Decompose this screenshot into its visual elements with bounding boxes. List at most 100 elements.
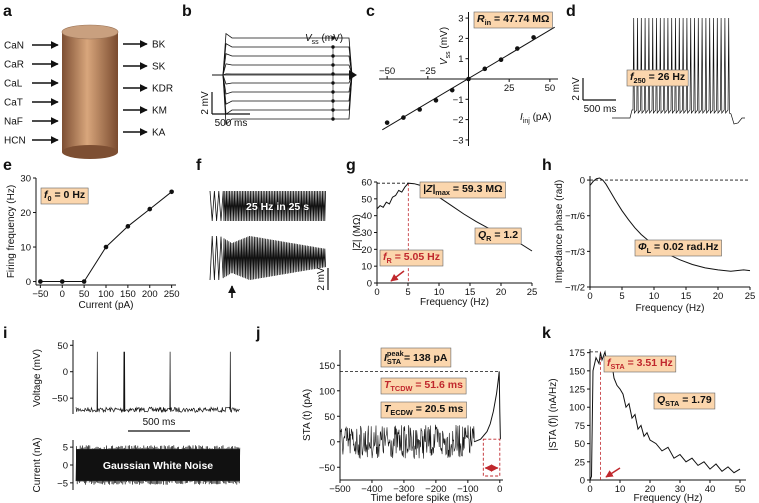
- rate-label-sub: 250: [634, 76, 646, 85]
- y-axis-label-rest: (mV): [439, 27, 450, 51]
- data-point: [38, 279, 43, 284]
- annotation-sub: ECDW: [390, 408, 413, 417]
- chirp-label: 25 Hz in 25 s: [246, 201, 309, 213]
- x-axis-label: Iinj (pA): [520, 112, 551, 125]
- y-tick-label: −π/2: [565, 283, 585, 294]
- output-label: SK: [152, 62, 166, 73]
- annotation-rest: = 0.02 rad.Hz: [651, 241, 718, 253]
- y-tick-label: 100: [569, 403, 585, 414]
- annotation-rest: = 0 Hz: [52, 189, 86, 201]
- x-axis-label: Frequency (Hz): [420, 297, 489, 308]
- annotation-main: f: [607, 357, 612, 369]
- annotation: |Z|max = 59.3 MΩ: [423, 183, 503, 197]
- vss-dot: [331, 117, 335, 121]
- annotation-sub: R: [387, 256, 393, 265]
- annotation-sub: 0: [48, 194, 52, 203]
- x-tick-label: 20: [496, 287, 507, 298]
- y-tick-label: 175: [569, 348, 585, 359]
- x-tick-label: −50: [32, 289, 48, 300]
- y-tick-label: 0: [26, 277, 31, 288]
- data-line: [589, 349, 741, 481]
- cylinder-top: [61, 24, 119, 40]
- cylinder-bottom: [62, 145, 118, 159]
- input-label: HCN: [4, 136, 26, 147]
- annotation-rest: = 1.79: [679, 394, 712, 406]
- annotation-box: [603, 355, 677, 373]
- annotation-rest: = 5.05 Hz: [392, 251, 440, 263]
- annotation-box: [419, 181, 506, 199]
- annotation-main: R: [477, 13, 485, 25]
- chirp-trace: [209, 190, 326, 222]
- y-tick-label: −2: [453, 115, 464, 126]
- y-tick-label: 50: [574, 439, 585, 450]
- y-tick-label: 30: [20, 174, 31, 185]
- x-tick-label: 25: [527, 287, 538, 298]
- sta-noise: [339, 424, 475, 459]
- annotation: Rin = 47.74 MΩ: [477, 13, 549, 27]
- data-point: [498, 57, 504, 63]
- y-axis-label-sub: ss: [445, 51, 452, 59]
- x-tick-label: −200: [425, 484, 446, 495]
- data-point: [59, 279, 65, 284]
- y-tick-label: 0: [330, 437, 335, 448]
- data-point: [81, 279, 87, 284]
- data-point: [515, 46, 520, 51]
- x-tick-label: 50: [545, 83, 556, 94]
- y-tick-label: −π/3: [565, 247, 585, 258]
- x-axis-label-rest: (pA): [530, 112, 552, 123]
- scale-label: 2 mV: [571, 77, 582, 101]
- x-tick-label: 15: [681, 291, 692, 302]
- rate-label-main: f: [630, 71, 635, 83]
- x-tick-label: 30: [675, 484, 686, 495]
- annotation-box: [474, 227, 522, 245]
- data-point: [401, 115, 406, 120]
- y-tick-label: 0: [63, 367, 68, 378]
- y-tick-label: 50: [361, 194, 372, 205]
- step-trace: [212, 42, 356, 76]
- y-tick-label: 20: [361, 245, 372, 256]
- vss-label-rest: (mV): [319, 33, 343, 44]
- annotation-sub: R: [486, 234, 492, 243]
- panel-label: j: [255, 325, 260, 342]
- vss-label-main: V: [305, 33, 313, 44]
- x-tick-label: 0: [374, 287, 379, 298]
- x-tick-label: −300: [393, 484, 414, 495]
- tcdw-window: [482, 438, 501, 477]
- y-axis-label: |STA (f)| (nA/Hz): [548, 378, 559, 450]
- data-line: [589, 177, 751, 272]
- y-axis-label: Current (nA): [32, 437, 43, 492]
- noise-label: Gaussian White Noise: [103, 460, 213, 472]
- x-tick-label: −400: [361, 484, 382, 495]
- annotation-box: [380, 401, 467, 419]
- y-tick-label: 150: [569, 366, 585, 377]
- vss-dot: [331, 54, 335, 58]
- y-tick-label: 60: [361, 178, 372, 189]
- panel-label: a: [3, 3, 12, 20]
- vss-dot: [331, 63, 335, 67]
- y-axis-label: STA (t) (pA): [302, 389, 313, 441]
- x-tick-label: −25: [420, 66, 436, 77]
- annotation-sub: max: [435, 188, 451, 197]
- annotation-box: [473, 11, 553, 29]
- y-tick-label: 0: [63, 461, 68, 472]
- x-axis-label: Current (pA): [78, 300, 133, 311]
- x-tick-label: 0: [60, 289, 65, 300]
- annotation-sub: in: [485, 18, 492, 27]
- y-tick-label: 100: [319, 386, 335, 397]
- data-line: [376, 182, 533, 252]
- annotation: fSTA = 3.51 Hz: [607, 357, 673, 371]
- vss-dot: [331, 45, 335, 49]
- data-point: [449, 87, 455, 93]
- noise-fill: [76, 449, 240, 481]
- data-point: [531, 35, 536, 40]
- y-tick-label: 50: [324, 412, 335, 423]
- annotation-sub: L: [647, 246, 652, 255]
- y-axis-label-main: V: [439, 57, 450, 65]
- x-tick-label: 15: [465, 287, 476, 298]
- y-tick-label: 50: [57, 341, 68, 352]
- y-tick-label: 150: [319, 361, 335, 372]
- annotation-sub: STA: [665, 399, 680, 408]
- scale-label: 500 ms: [584, 104, 617, 115]
- annotation-rest: = 59.3 MΩ: [450, 183, 503, 195]
